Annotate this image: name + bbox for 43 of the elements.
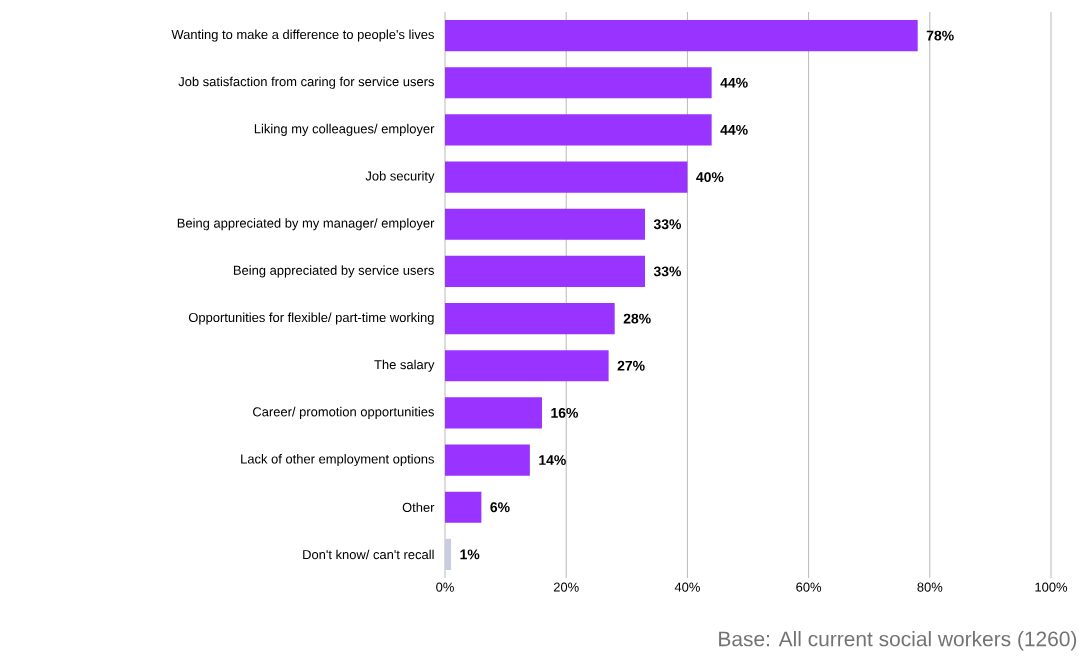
data-label: 28%	[623, 313, 651, 324]
data-label: 16%	[551, 407, 579, 418]
bar	[445, 538, 452, 570]
bar	[445, 161, 688, 193]
y-tick-label: Being appreciated by service users	[233, 265, 434, 278]
y-tick-label: Being appreciated by my manager/ employer	[177, 218, 435, 231]
bar	[445, 350, 609, 382]
data-label: 44%	[720, 125, 748, 135]
y-tick-label: The salary	[374, 359, 435, 372]
y-tick-label: Opportunities for flexible/ part-time working	[188, 312, 434, 325]
bar	[445, 303, 615, 335]
y-tick-label: Other	[402, 502, 435, 512]
y-tick-label: Don't know/ can't recall	[303, 549, 434, 560]
y-tick-label: Wanting to make a difference to people's lives	[171, 29, 434, 42]
x-tick-label: 0%	[436, 582, 454, 592]
y-tick-label: Job satisfaction from caring for service users	[178, 76, 434, 89]
bar	[445, 491, 482, 523]
bar	[445, 397, 542, 429]
x-tick-label: 100%	[1035, 582, 1068, 592]
data-label: 33%	[653, 266, 682, 277]
x-tick-label: 20%	[553, 582, 579, 592]
x-tick-label: 60%	[796, 582, 822, 592]
y-tick-label: Career/ promotion opportunities	[253, 406, 434, 419]
data-label: 33%	[653, 219, 682, 230]
y-tick-label: Lack of other employment options	[241, 454, 434, 467]
x-tick-label: 80%	[917, 582, 943, 592]
data-label: 40%	[696, 172, 724, 183]
data-label: 27%	[617, 360, 645, 371]
x-tick-label: 40%	[674, 582, 700, 592]
text: Base: All current social workers (1260)	[719, 630, 1077, 651]
data-label: 6%	[490, 502, 510, 513]
bar	[445, 114, 712, 146]
y-tick-label: Liking my colleagues/ employer	[254, 123, 435, 136]
data-label: 44%	[720, 77, 748, 88]
bar	[445, 208, 645, 240]
data-label: 14%	[539, 455, 566, 465]
bar	[445, 255, 645, 287]
y-tick-label: Job security	[365, 171, 435, 184]
data-label: 1%	[460, 549, 480, 560]
bar	[445, 67, 712, 99]
bar	[445, 20, 918, 52]
data-label: 78%	[926, 30, 954, 41]
bar	[445, 444, 530, 476]
